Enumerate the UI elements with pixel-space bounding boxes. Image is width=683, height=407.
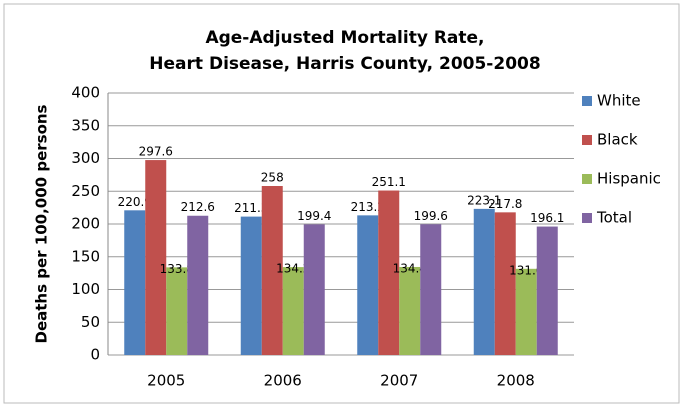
bar — [420, 224, 442, 355]
y-tick-label: 100 — [71, 280, 100, 298]
y-tick-label: 150 — [71, 247, 100, 265]
data-label: 220.9 — [118, 195, 152, 209]
legend-swatch — [582, 135, 592, 145]
data-label: 133.8 — [160, 262, 194, 276]
y-tick-label: 250 — [71, 182, 100, 200]
y-tick-label: 350 — [71, 116, 100, 134]
data-label: 212.6 — [181, 200, 215, 214]
data-label: 217.8 — [488, 197, 522, 211]
y-tick-label: 400 — [71, 84, 100, 102]
data-label: 251.1 — [372, 175, 406, 189]
y-tick-label: 0 — [90, 346, 100, 364]
bar — [399, 266, 421, 355]
x-tick-label: 2005 — [147, 372, 185, 390]
y-tick-label: 50 — [81, 313, 100, 331]
bar — [261, 186, 283, 355]
bar — [145, 160, 167, 355]
data-label: 211.3 — [234, 201, 268, 215]
data-label: 131.6 — [509, 263, 543, 277]
legend-swatch — [582, 96, 592, 106]
legend-label: Hispanic — [597, 170, 661, 188]
data-label: 196.1 — [530, 211, 564, 225]
bar — [494, 212, 516, 355]
bar — [124, 210, 146, 355]
data-label: 134.4 — [393, 261, 427, 275]
bar — [187, 215, 209, 355]
legend-swatch — [582, 174, 592, 184]
legend-label: Black — [597, 131, 638, 149]
data-label: 134.2 — [276, 262, 310, 276]
y-axis-label: Deaths per 100,000 persons — [33, 104, 51, 343]
data-label: 297.6 — [139, 145, 173, 159]
y-tick-label: 300 — [71, 149, 100, 167]
legend-swatch — [582, 213, 592, 223]
data-label: 199.6 — [414, 209, 448, 223]
x-tick-label: 2008 — [497, 372, 535, 390]
chart-frame — [3, 3, 680, 404]
legend-label: Total — [596, 209, 632, 227]
y-tick-label: 200 — [71, 215, 100, 233]
data-label: 199.4 — [297, 209, 331, 223]
data-label: 223.1 — [467, 193, 501, 207]
chart-title: Age-Adjusted Mortality Rate, — [205, 28, 484, 48]
data-label: 213.2 — [351, 200, 385, 214]
data-label: 258 — [261, 171, 284, 185]
bar — [357, 215, 379, 355]
bar — [303, 224, 325, 355]
x-tick-label: 2007 — [380, 372, 418, 390]
bar — [536, 226, 558, 355]
bar — [473, 208, 495, 355]
chart-title: Heart Disease, Harris County, 2005-2008 — [149, 54, 540, 74]
bar — [378, 190, 400, 355]
bar — [166, 267, 188, 355]
bar — [240, 216, 262, 355]
bar — [282, 267, 304, 355]
legend-label: White — [597, 92, 641, 110]
x-tick-label: 2006 — [264, 372, 302, 390]
bar — [515, 268, 537, 355]
